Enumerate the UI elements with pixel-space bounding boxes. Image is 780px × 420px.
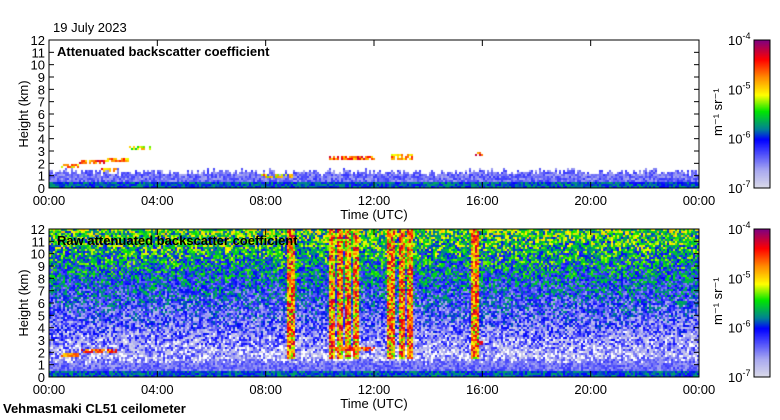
colorbar-unit-label: m⁻¹ sr⁻¹ [710, 277, 725, 325]
x-tick-label: 12:00 [358, 382, 391, 397]
plot-frame [48, 228, 700, 378]
colorbar-tick-label: 10-6 [728, 319, 750, 336]
x-tick-label: 08:00 [249, 382, 282, 397]
y-tick-label: 7 [38, 95, 45, 110]
y-tick-label: 10 [31, 58, 45, 73]
x-axis-label: Time (UTC) [340, 207, 407, 222]
colorbar-tick-label: 10-7 [728, 179, 750, 196]
x-tick-label: 00:00 [33, 382, 66, 397]
y-axis-label: Height (km) [16, 80, 31, 147]
x-tick-label: 20:00 [574, 382, 607, 397]
y-tick-label: 0 [38, 370, 45, 385]
y-tick-label: 8 [38, 271, 45, 286]
colorbar-1 [753, 228, 771, 378]
colorbar-unit-label: m⁻¹ sr⁻¹ [710, 88, 725, 136]
y-tick-label: 2 [38, 345, 45, 360]
y-tick-label: 9 [38, 259, 45, 274]
y-tick-label: 8 [38, 82, 45, 97]
colorbar-tick-label: 10-7 [728, 368, 750, 385]
x-tick-label: 00:00 [683, 193, 716, 208]
x-tick-label: 04:00 [141, 193, 174, 208]
y-tick-label: 4 [38, 321, 45, 336]
x-tick-label: 16:00 [466, 193, 499, 208]
y-tick-label: 4 [38, 132, 45, 147]
x-tick-label: 04:00 [141, 382, 174, 397]
y-tick-label: 2 [38, 156, 45, 171]
x-tick-label: 00:00 [33, 193, 66, 208]
x-tick-label: 16:00 [466, 382, 499, 397]
colorbar-tick-label: 10-4 [728, 31, 750, 48]
colorbar-tick-label: 10-6 [728, 130, 750, 147]
colorbar-0 [753, 39, 771, 189]
y-tick-label: 1 [38, 358, 45, 373]
x-tick-label: 12:00 [358, 193, 391, 208]
y-tick-label: 3 [38, 333, 45, 348]
panel-title: Raw attenuated backscatter coefficient [57, 233, 298, 248]
x-tick-label: 00:00 [683, 382, 716, 397]
y-tick-label: 0 [38, 181, 45, 196]
y-tick-label: 6 [38, 107, 45, 122]
y-tick-label: 12 [31, 33, 45, 48]
y-tick-label: 5 [38, 119, 45, 134]
y-tick-label: 11 [32, 234, 46, 249]
y-tick-label: 11 [32, 45, 46, 60]
y-tick-label: 5 [38, 308, 45, 323]
colorbar-tick-label: 10-5 [728, 269, 750, 286]
y-tick-label: 10 [31, 247, 45, 262]
x-axis-label: Time (UTC) [340, 396, 407, 411]
colorbar-tick-label: 10-4 [728, 220, 750, 237]
y-axis-label: Height (km) [16, 269, 31, 336]
y-tick-label: 6 [38, 296, 45, 311]
y-tick-label: 3 [38, 144, 45, 159]
y-tick-label: 1 [38, 169, 45, 184]
panel-title: Attenuated backscatter coefficient [57, 44, 270, 59]
date-label: 19 July 2023 [53, 20, 127, 35]
colorbar-tick-label: 10-5 [728, 80, 750, 97]
x-tick-label: 08:00 [249, 193, 282, 208]
plot-frame [48, 39, 700, 189]
y-tick-label: 9 [38, 70, 45, 85]
y-tick-label: 12 [31, 222, 45, 237]
y-tick-label: 7 [38, 284, 45, 299]
instrument-label: Vehmasmaki CL51 ceilometer [3, 401, 186, 416]
x-tick-label: 20:00 [574, 193, 607, 208]
